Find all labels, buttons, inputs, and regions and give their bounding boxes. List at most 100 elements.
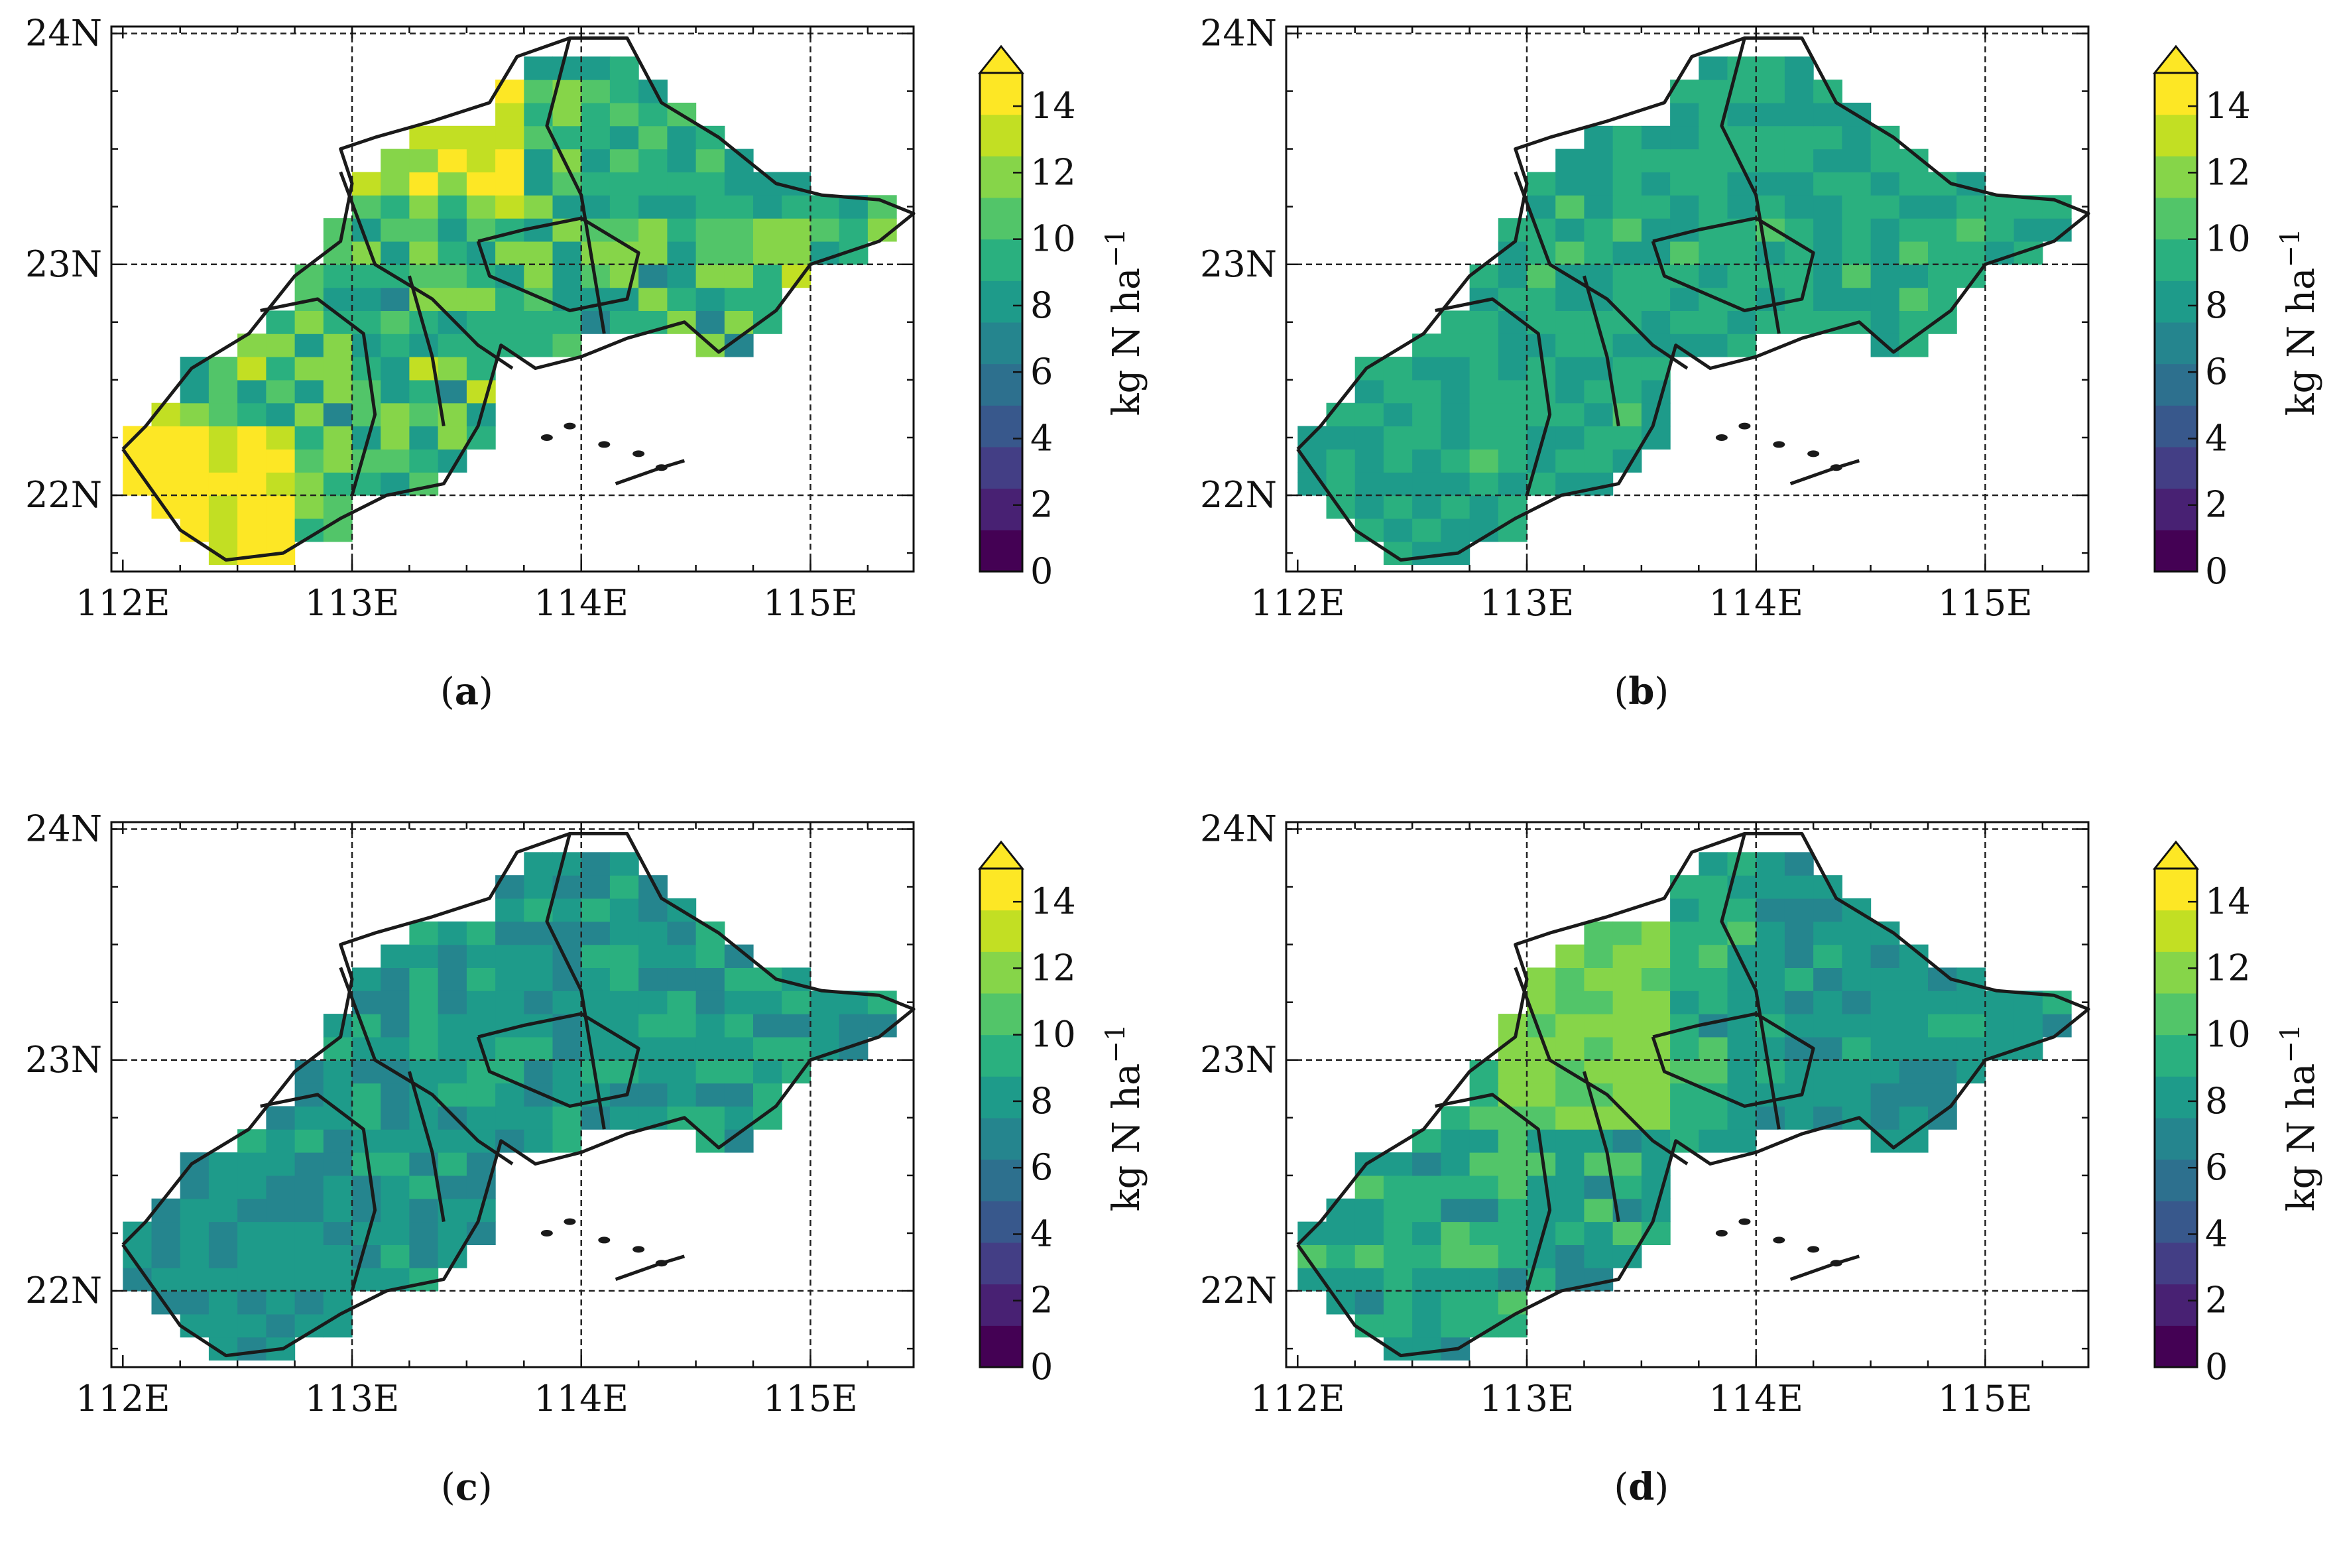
heatmap-cell [1870,1014,1900,1038]
heatmap-cell [1555,241,1585,265]
heatmap-cell [1441,449,1470,473]
heatmap-cell [1784,102,1814,127]
heatmap-cell [1813,875,1842,899]
heatmap-cell [1354,1291,1384,1315]
heatmap-cell [352,449,381,473]
panel-d-plot: 112E 113E 114E 115E 24N 23N 22N 0 2 4 6 8 10 12 14 kg N… [1200,808,2323,1419]
panel-c: 112E 113E 114E 115E 24N 23N 22N 0 2 4 6 8 10 12 14 kg N… [0,796,1170,1568]
heatmap-cell [151,1244,181,1268]
heatmap-cell [1555,310,1585,334]
gridlines [1286,822,2088,1367]
heatmap-cell [1670,172,1699,196]
heatmap-cell [524,310,554,334]
heatmap-cell [323,472,353,496]
heatmap-cell [237,1244,267,1268]
heatmap-cell [1612,1152,1642,1176]
heatmap-cell [266,1244,296,1268]
heatmap-cell [1383,1198,1413,1223]
district-boundary [1651,216,1815,312]
heatmap-cell [1584,1221,1614,1245]
heatmap-cell [381,195,410,219]
heatmap-cell [1498,518,1528,542]
colorbar-label: kg N ha−1 [1101,229,1148,416]
heatmap-cell [151,449,181,473]
heatmap-cell [1727,852,1757,876]
heatmap-cell [1498,402,1528,427]
heatmap-cell [581,80,611,103]
heatmap-cell [1670,898,1699,922]
y-tick-label: 23N [1200,243,1277,285]
heatmap-cell [1699,1106,1728,1130]
heatmap-cell [810,218,840,242]
heatmap-cell [1584,1129,1614,1153]
heatmap-cell [438,125,467,150]
heatmap-cell [1784,125,1814,150]
heatmap-cell [1555,402,1585,427]
heatmap-cell [695,991,725,1014]
heatmap-cell [1641,967,1671,991]
heatmap-cell [323,518,353,542]
heatmap-cell [1727,991,1757,1014]
heatmap-cell [1584,1059,1614,1084]
heatmap-cell [667,967,697,991]
heatmap-cell [1699,991,1728,1014]
x-tick-label: 114E [1709,582,1803,624]
heatmap-cell [1383,472,1413,496]
heatmap-cell [552,264,582,288]
heatmap-cell [1412,1291,1441,1315]
heatmap-cell [237,472,267,496]
heatmap-cell [1469,1129,1499,1153]
heatmap-cell [524,1129,554,1153]
heatmap-cell [1784,172,1814,196]
heatmap-cell [1612,1014,1642,1038]
heatmap-cell [524,264,554,288]
heatmap-cell [151,1221,181,1245]
colorbar-swatch [980,1118,1022,1160]
colorbar-swatch [2155,530,2197,572]
colorbar-tick-label: 0 [2205,1346,2228,1388]
heatmap-cell [638,218,668,242]
heatmap-cell [1612,357,1642,381]
heatmap-cell [782,218,811,242]
heatmap-cell [381,172,410,196]
heatmap-cell [1612,241,1642,265]
heatmap-cell [695,264,725,288]
colorbar-tick-label: 12 [1030,947,1076,989]
heatmap-cell [381,1106,410,1130]
heatmap-cell [1441,1291,1470,1315]
x-tick-label: 112E [1250,582,1345,624]
heatmap-cell [1727,1083,1757,1107]
heatmap-cell [381,967,410,991]
heatmap-cell [1670,944,1699,968]
colorbar-swatch [2155,280,2197,323]
heatmap-cell [638,1014,668,1038]
heatmap-cell [695,944,725,968]
heatmap-cell [782,195,811,219]
heatmap-cell [782,991,811,1014]
heatmap-cell [1441,333,1470,357]
heatmap-cell [381,333,410,357]
district-boundary [1582,1071,1620,1223]
heatmap-cell [1956,218,1986,242]
heatmap-cell [409,921,439,945]
heatmap-cell [552,241,582,265]
heatmap-cell [1842,195,1872,219]
heatmap-cell [1412,1337,1441,1361]
heatmap-cell [1383,1291,1413,1315]
heatmap-cell [323,1014,353,1038]
heatmap-cell [466,921,496,945]
heatmap-cell [1612,195,1642,219]
heatmap-cell [1326,1221,1356,1245]
heatmap-cell [552,287,582,311]
heatmap-cell [323,264,353,288]
heatmap-cell [409,1014,439,1038]
heatmap-cell [1612,379,1642,404]
heatmap-cell [294,426,324,450]
heatmap-cell [1870,1106,1900,1130]
colorbar-tick-label: 8 [1030,1080,1053,1122]
heatmap-cell [1928,1014,1957,1038]
panel-c-plot: 112E 113E 114E 115E 24N 23N 22N 0 2 4 6 8 10 12 14 kg N… [25,808,1148,1419]
heatmap-cell [1412,402,1441,427]
heatmap-cell [208,495,238,519]
colorbar-tick-label: 10 [2205,1014,2251,1055]
